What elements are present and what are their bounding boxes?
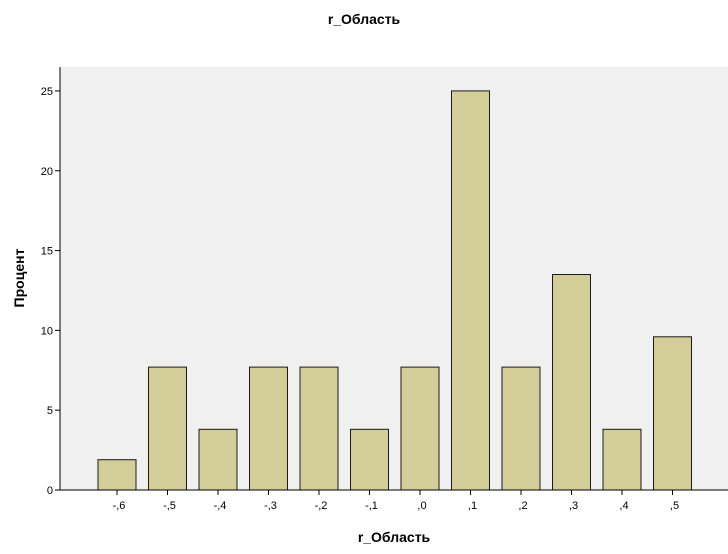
bar-4 xyxy=(299,366,339,491)
x-tick-label-10: ,4 xyxy=(619,500,628,512)
x-tick-label-2: -,4 xyxy=(214,500,227,512)
y-axis: 0 5 10 15 20 25 xyxy=(41,67,61,497)
x-tick-label-3: -,3 xyxy=(264,500,277,512)
x-axis: -,6 -,5 -,4 -,3 -,2 -,1 ,0 ,1 ,2 ,3 ,4 ,5 xyxy=(60,489,728,512)
bar-7 xyxy=(451,90,490,491)
x-tick-label-5: -,1 xyxy=(365,500,378,512)
bar-6 xyxy=(400,366,440,491)
y-tick-label-5: 25 xyxy=(41,86,53,98)
bars-group xyxy=(97,90,692,491)
bar-3 xyxy=(249,366,288,491)
y-tick-label-2: 10 xyxy=(41,325,53,337)
bar-11 xyxy=(653,336,692,491)
x-tick-label-7: ,1 xyxy=(468,500,477,512)
bar-8 xyxy=(501,366,541,491)
x-axis-label: r_Область xyxy=(358,529,431,545)
x-tick-label-6: ,0 xyxy=(417,500,426,512)
x-tick-label-4: -,2 xyxy=(315,500,328,512)
x-tick-label-8: ,2 xyxy=(518,500,527,512)
x-tick-label-0: -,6 xyxy=(113,500,126,512)
y-tick-label-0: 0 xyxy=(47,485,53,497)
y-tick-label-4: 20 xyxy=(41,166,53,178)
chart-title: r_Область xyxy=(328,11,401,27)
y-tick-label-3: 15 xyxy=(41,246,53,258)
y-axis-label: Процент xyxy=(11,248,27,307)
bar-0 xyxy=(97,459,137,491)
x-tick-label-11: ,5 xyxy=(670,500,679,512)
bar-2 xyxy=(198,428,238,491)
y-tick-label-1: 5 xyxy=(47,405,53,417)
bar-9 xyxy=(552,274,591,491)
bar-1 xyxy=(148,366,187,491)
x-tick-label-1: -,5 xyxy=(163,500,176,512)
x-tick-label-9: ,3 xyxy=(569,500,578,512)
bar-5 xyxy=(350,428,389,491)
bar-10 xyxy=(602,428,642,491)
